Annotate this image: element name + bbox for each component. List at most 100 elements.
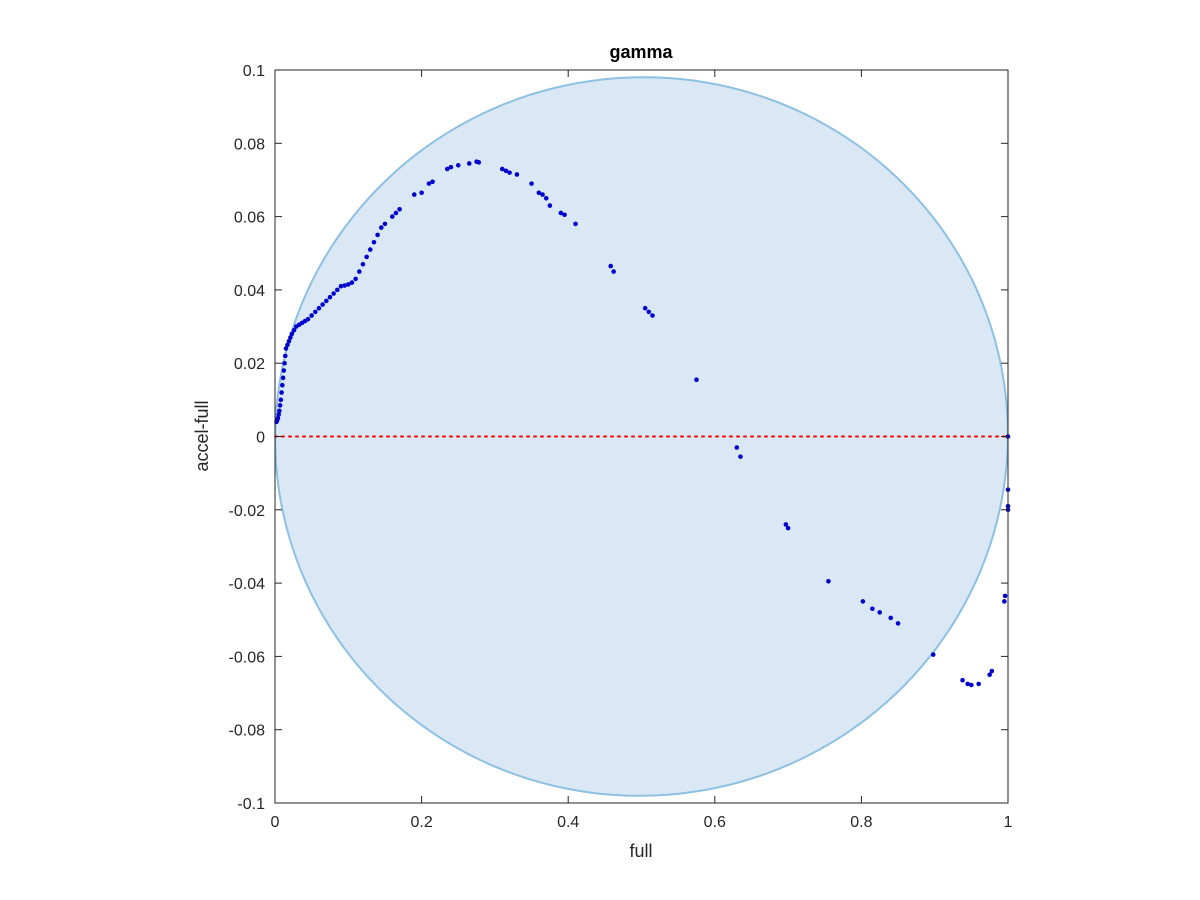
data-points-layer — [274, 159, 1011, 688]
y-tick-label: -0.02 — [229, 503, 266, 520]
y-tick-label: -0.04 — [229, 576, 266, 593]
data-point — [888, 615, 894, 621]
data-point — [529, 181, 534, 186]
data-point — [371, 239, 377, 245]
data-point — [476, 160, 482, 165]
data-point — [342, 283, 347, 288]
data-point — [288, 335, 293, 340]
data-point — [275, 415, 281, 421]
data-point — [1002, 593, 1008, 599]
y-tick-label: 0.04 — [234, 283, 265, 300]
data-point — [281, 368, 287, 373]
data-point — [353, 276, 358, 282]
data-point — [357, 269, 362, 274]
data-point — [327, 294, 333, 300]
y-tick-label: 0.02 — [234, 356, 265, 373]
data-point — [331, 291, 336, 296]
data-point — [930, 652, 936, 657]
data-point — [335, 287, 340, 293]
data-point — [286, 338, 292, 344]
data-point — [320, 302, 325, 307]
data-point — [573, 221, 578, 227]
x-tick-label: 0.8 — [850, 814, 872, 831]
data-point — [694, 377, 699, 382]
data-point — [305, 316, 311, 322]
x-axis-ticks: 0 0.2 0.4 0.6 0.8 1 — [271, 70, 1013, 831]
data-point — [536, 190, 542, 196]
data-point — [860, 599, 866, 604]
data-point — [291, 327, 297, 333]
data-point — [364, 254, 369, 260]
data-point — [646, 309, 652, 315]
data-point — [514, 172, 520, 177]
x-tick-label: 0.2 — [410, 814, 432, 831]
data-point — [393, 210, 399, 216]
data-point — [642, 305, 648, 311]
data-point — [279, 390, 284, 395]
data-point — [289, 331, 295, 337]
data-point — [547, 203, 553, 208]
data-point — [324, 298, 329, 304]
y-axis-label: accel-full — [192, 400, 212, 471]
data-point — [419, 190, 424, 196]
data-point — [426, 181, 432, 186]
data-point — [455, 162, 461, 168]
data-point — [277, 403, 283, 408]
data-point — [411, 192, 417, 197]
data-point — [785, 525, 791, 531]
data-point — [309, 313, 314, 318]
data-point — [360, 261, 366, 267]
data-point — [877, 610, 883, 615]
data-point — [430, 179, 435, 185]
y-tick-label: 0.1 — [243, 63, 265, 80]
data-point — [503, 168, 509, 174]
data-point — [367, 247, 373, 252]
data-point — [1002, 599, 1007, 604]
data-point — [870, 606, 875, 612]
data-point — [976, 681, 981, 687]
data-point — [611, 269, 616, 274]
data-point — [389, 214, 395, 219]
data-point — [540, 192, 545, 197]
data-point — [650, 313, 655, 318]
data-point — [608, 263, 614, 269]
data-point — [826, 578, 831, 584]
data-point — [444, 166, 450, 172]
data-point — [346, 282, 351, 287]
data-point — [960, 677, 965, 683]
data-point — [378, 225, 384, 230]
x-tick-label: 0.4 — [557, 814, 579, 831]
data-point — [499, 166, 505, 172]
y-tick-label: 0.06 — [234, 210, 265, 227]
data-point — [276, 412, 281, 417]
data-point — [969, 682, 974, 688]
data-point — [316, 305, 322, 311]
data-point — [738, 454, 743, 459]
data-point — [338, 283, 344, 289]
x-tick-label: 1 — [1004, 814, 1013, 831]
data-point — [783, 522, 789, 527]
y-tick-label: -0.1 — [237, 796, 265, 813]
data-point — [448, 164, 454, 170]
data-point — [989, 668, 995, 674]
data-point — [313, 309, 318, 315]
data-point — [375, 232, 380, 238]
y-tick-label: 0.08 — [234, 136, 265, 153]
data-point — [965, 681, 970, 687]
y-tick-label: -0.06 — [229, 649, 266, 666]
data-point — [282, 353, 288, 359]
data-point — [895, 621, 901, 626]
x-tick-label: 0.6 — [704, 814, 726, 831]
data-point — [277, 408, 282, 414]
data-point — [466, 161, 472, 166]
data-point — [285, 342, 290, 348]
data-point — [734, 445, 740, 450]
x-tick-label: 0 — [271, 814, 280, 831]
data-point — [278, 397, 284, 403]
data-point — [349, 280, 355, 285]
data-point — [543, 195, 549, 201]
data-point — [280, 375, 286, 381]
data-point — [280, 382, 285, 388]
data-point — [987, 672, 992, 678]
y-tick-label: 0 — [256, 430, 265, 447]
